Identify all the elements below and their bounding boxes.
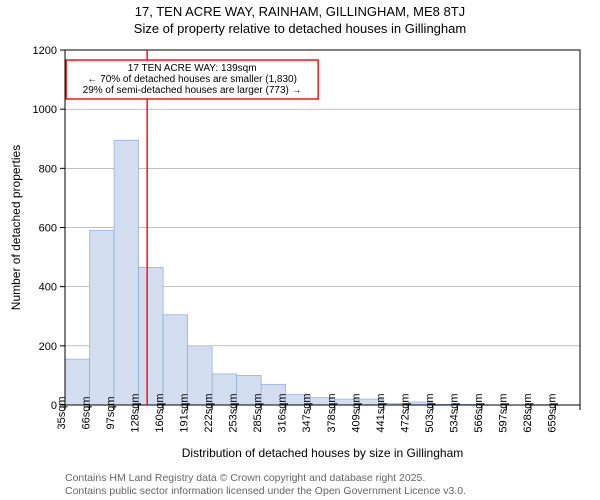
- histogram-bar: [163, 315, 188, 405]
- svg-text:659sqm: 659sqm: [546, 393, 558, 432]
- svg-text:441sqm: 441sqm: [375, 393, 387, 432]
- svg-text:200: 200: [39, 341, 57, 353]
- annotation-line: ← 70% of detached houses are smaller (1,…: [87, 74, 297, 85]
- histogram-bar: [114, 140, 139, 405]
- svg-text:222sqm: 222sqm: [203, 393, 215, 432]
- svg-text:347sqm: 347sqm: [301, 393, 313, 432]
- svg-text:409sqm: 409sqm: [350, 393, 362, 432]
- histogram-chart: 02004006008001000120035sqm66sqm97sqm128s…: [0, 0, 600, 460]
- svg-text:800: 800: [39, 163, 57, 175]
- footer-line-1: Contains HM Land Registry data © Crown c…: [65, 472, 425, 484]
- svg-text:600: 600: [39, 223, 57, 235]
- svg-text:628sqm: 628sqm: [522, 393, 534, 432]
- svg-text:97sqm: 97sqm: [105, 396, 117, 429]
- histogram-bar: [90, 230, 115, 405]
- svg-text:191sqm: 191sqm: [179, 393, 191, 432]
- svg-text:35sqm: 35sqm: [56, 396, 68, 429]
- svg-text:566sqm: 566sqm: [473, 393, 485, 432]
- svg-text:160sqm: 160sqm: [154, 393, 166, 432]
- annotation-line: 29% of semi-detached houses are larger (…: [83, 85, 302, 96]
- svg-text:253sqm: 253sqm: [228, 393, 240, 432]
- svg-text:285sqm: 285sqm: [252, 393, 264, 432]
- svg-text:1200: 1200: [33, 45, 57, 57]
- svg-text:66sqm: 66sqm: [81, 396, 93, 429]
- y-axis-label: Number of detached properties: [9, 145, 23, 310]
- svg-text:1000: 1000: [33, 104, 57, 116]
- svg-text:472sqm: 472sqm: [399, 393, 411, 432]
- svg-text:400: 400: [39, 282, 57, 294]
- svg-text:128sqm: 128sqm: [130, 393, 142, 432]
- x-axis-label: Distribution of detached houses by size …: [182, 446, 463, 460]
- svg-text:378sqm: 378sqm: [326, 393, 338, 432]
- svg-text:503sqm: 503sqm: [424, 393, 436, 432]
- annotation-line: 17 TEN ACRE WAY: 139sqm: [128, 63, 257, 74]
- footer-line-2: Contains public sector information licen…: [65, 485, 466, 497]
- histogram-bar: [139, 267, 164, 405]
- svg-text:534sqm: 534sqm: [448, 393, 460, 432]
- svg-text:597sqm: 597sqm: [497, 393, 509, 432]
- svg-text:316sqm: 316sqm: [277, 393, 289, 432]
